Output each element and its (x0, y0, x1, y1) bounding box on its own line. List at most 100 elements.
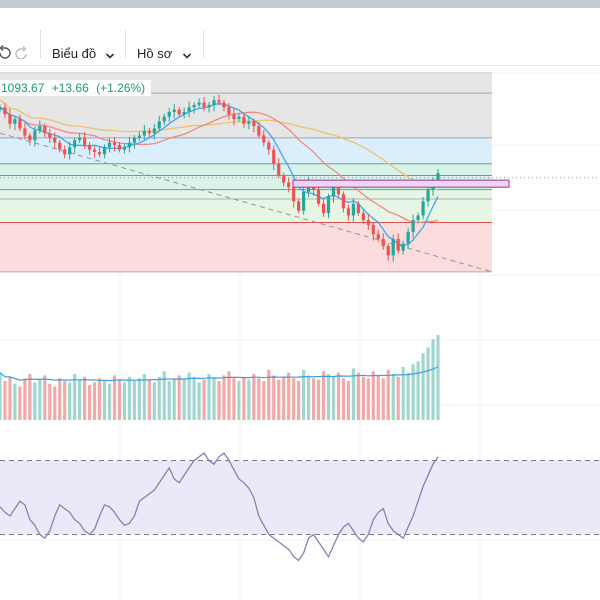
undo-icon[interactable] (0, 45, 11, 62)
volume-bar (401, 367, 405, 420)
candle-body (232, 114, 236, 120)
volume-bar (217, 380, 221, 420)
candle-body (122, 147, 127, 150)
chevron-down-icon (105, 48, 115, 63)
candle-body (23, 128, 27, 136)
volume-bar (172, 378, 176, 420)
chart-menu-label: Biểu đồ (52, 46, 97, 61)
candle-body (33, 130, 37, 141)
candle-body (267, 142, 271, 150)
candle-body (172, 109, 176, 112)
volume-bar (8, 376, 12, 420)
candle-body (48, 133, 52, 138)
volume-bar (107, 383, 112, 420)
fib-levels (0, 72, 600, 273)
volume-bar (3, 380, 7, 420)
candle-body (292, 187, 296, 202)
volume-bar (247, 379, 251, 420)
volume-bar (142, 374, 146, 420)
resistance-box[interactable] (292, 179, 510, 188)
candle-body (331, 187, 336, 197)
candle-body (3, 107, 7, 115)
candle-body (92, 149, 97, 152)
volume-bar (227, 371, 231, 420)
volume-bar (202, 379, 206, 420)
candle-body (63, 149, 67, 155)
candle-body (282, 175, 286, 183)
candle-body (361, 213, 365, 221)
candle-body (157, 121, 161, 129)
trendline (0, 132, 493, 273)
candle-body (197, 102, 201, 105)
volume-bar (28, 374, 32, 420)
volume-bar (371, 371, 375, 420)
rsi-line (0, 452, 439, 562)
candle-body (277, 163, 281, 176)
dashed-trendline (0, 132, 493, 273)
candle-body (252, 121, 256, 127)
volume-bar (232, 378, 236, 420)
candle-body (436, 173, 440, 181)
volume-bar (426, 347, 430, 420)
profile-menu-label: Hồ sơ (137, 46, 173, 61)
candle-body (346, 208, 351, 216)
chevron-down-icon (182, 48, 192, 63)
candle-body (297, 201, 301, 211)
volume-bar (257, 378, 261, 420)
candle-body (43, 126, 47, 134)
volume-pane (0, 335, 440, 420)
volume-bar (222, 375, 226, 420)
candle-body (18, 119, 22, 129)
candle-body (182, 111, 186, 115)
volume-bar (267, 369, 271, 420)
toolbar-divider (40, 30, 41, 58)
volume-bar (187, 372, 191, 420)
volume-bar (78, 379, 82, 420)
candle-body (351, 203, 355, 216)
volume-bar (282, 376, 286, 420)
toolbar-divider (125, 30, 126, 58)
volume-bar (48, 383, 52, 420)
volume-bar (112, 375, 117, 420)
volume-bar (83, 376, 87, 420)
candle-body (8, 114, 12, 124)
candle-body (167, 111, 171, 117)
volume-bar (416, 361, 420, 420)
volume-bar (23, 378, 27, 420)
candle-body (87, 144, 92, 150)
candles (0, 94, 440, 262)
candle-body (237, 116, 241, 120)
resistance-rect (292, 179, 510, 188)
candle-body (132, 137, 136, 143)
candle-body (192, 104, 196, 108)
volume-bar (421, 353, 425, 420)
volume-bar (386, 369, 390, 420)
chart-menu-button[interactable]: Biểu đồ (50, 43, 120, 67)
volume-bar (331, 376, 336, 420)
candle-body (247, 121, 251, 124)
candle-body (212, 100, 216, 105)
candle-body (177, 109, 181, 115)
profile-menu-button[interactable]: Hồ sơ (135, 43, 197, 67)
candle-body (152, 128, 156, 134)
redo-icon[interactable] (14, 45, 28, 62)
candle-body (222, 102, 226, 108)
volume-bar (396, 376, 400, 420)
candle-body (341, 194, 346, 209)
candle-body (381, 238, 385, 246)
fib-zone (0, 137, 492, 164)
volume-bar (137, 378, 141, 420)
volume-bar (321, 371, 326, 420)
candle-body (13, 119, 17, 124)
volume-bar (207, 374, 211, 420)
volume-bar (197, 382, 201, 420)
candle-body (287, 182, 291, 188)
volume-bar (277, 379, 281, 420)
candle-body (117, 144, 122, 150)
candle-body (386, 246, 390, 256)
candle-body (242, 116, 246, 124)
candle-body (53, 137, 57, 143)
volume-bar (272, 375, 276, 420)
volume-bar (361, 376, 365, 420)
